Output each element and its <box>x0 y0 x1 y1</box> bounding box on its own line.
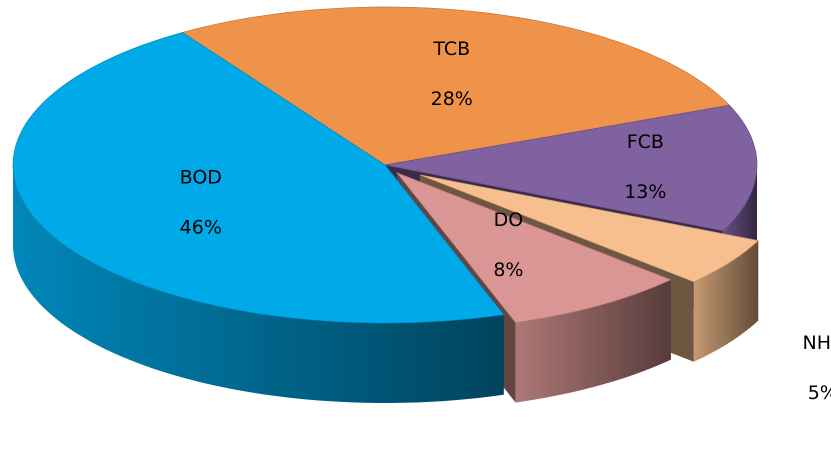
slice <box>12 32 505 324</box>
slice-label: FCB <box>627 131 664 153</box>
slice-value-label: 8% <box>493 259 523 281</box>
slice-value-label: 28% <box>431 88 473 110</box>
slice <box>419 174 759 283</box>
slice-label: NH3 <box>802 332 831 354</box>
slice-wall <box>693 240 759 362</box>
slice-value-label: 46% <box>180 216 222 238</box>
slice <box>181 6 731 166</box>
slice-value-label: 13% <box>624 181 666 203</box>
tops <box>12 6 759 324</box>
slice-value-label: 5% <box>808 382 831 404</box>
slice-wall <box>515 279 671 403</box>
slice-wall <box>13 165 504 403</box>
slice <box>395 172 672 323</box>
slice <box>384 104 758 232</box>
slice-label: DO <box>494 209 524 231</box>
slice-label: TCB <box>432 38 470 60</box>
slice-label: BOD <box>180 166 222 188</box>
